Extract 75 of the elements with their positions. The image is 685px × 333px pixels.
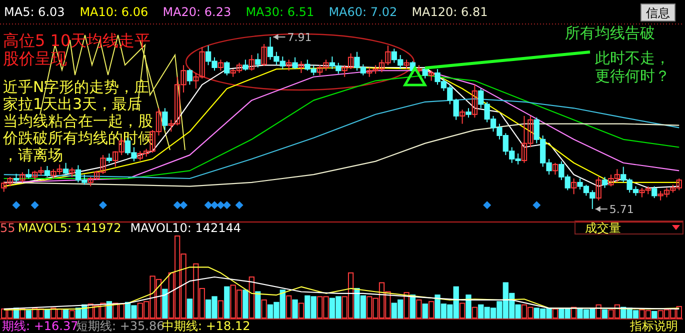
candlestick [298, 60, 304, 74]
text: MAVOL10: 142144 [130, 221, 242, 235]
bar [422, 304, 428, 318]
bar [404, 292, 410, 318]
candlestick [552, 162, 558, 176]
bar [186, 298, 193, 318]
candlestick [255, 52, 261, 68]
text: MA30: 6.51 [246, 5, 314, 19]
candlestick [466, 108, 472, 118]
candlestick [224, 60, 230, 76]
candlestick [404, 59, 410, 70]
candlestick [652, 186, 658, 199]
candlestick [428, 70, 434, 82]
bar [162, 288, 168, 318]
annotation: 此时不走，更待何时？ [595, 49, 670, 85]
text: MA10: 6.06 [80, 5, 148, 19]
chart-title: 成交量 [585, 221, 621, 235]
candlestick [44, 166, 50, 178]
bar [20, 308, 26, 318]
candlestick [459, 109, 466, 124]
candlestick [286, 59, 292, 72]
candlestick [26, 168, 32, 180]
candlestick [186, 68, 193, 86]
candlestick [422, 66, 428, 79]
bar [410, 294, 416, 318]
text: 指标说明 [629, 319, 678, 333]
bar [286, 295, 292, 318]
candlestick [162, 108, 168, 131]
bar [248, 276, 254, 318]
bar [298, 302, 304, 318]
bar [242, 290, 248, 318]
text: 信息 [646, 6, 670, 20]
bar [44, 309, 50, 318]
bar [472, 306, 478, 318]
bar [69, 310, 75, 318]
bar [459, 302, 466, 318]
candlestick [106, 152, 112, 164]
bar [602, 309, 608, 318]
candlestick [472, 84, 478, 118]
bar [428, 301, 434, 318]
candlestick [63, 162, 69, 176]
bar [224, 286, 230, 318]
text: MA120: 6.81 [412, 5, 488, 19]
candlestick [602, 176, 608, 188]
bar [63, 309, 69, 318]
text: 55 [0, 221, 16, 235]
bar [596, 304, 602, 318]
annotation: 5.71 [609, 203, 634, 216]
candlestick [218, 59, 224, 72]
candlestick [69, 167, 75, 178]
bar [466, 294, 472, 318]
text: MAVOL5: 141972 [18, 221, 122, 235]
text: MA5: 6.03 [4, 5, 65, 19]
text: MA60: 7.02 [328, 5, 398, 19]
candlestick [242, 59, 248, 72]
candlestick [248, 54, 254, 72]
bar [255, 291, 261, 318]
bar [552, 308, 558, 318]
text: 中期线: +18.12 [162, 319, 250, 333]
bar [218, 300, 224, 318]
bar [292, 299, 298, 318]
bar [416, 299, 422, 318]
bar [261, 299, 267, 318]
candlestick [570, 178, 577, 195]
bar [26, 310, 32, 318]
text: 短期线: +35.86 [76, 319, 164, 333]
annotation: 7.91 [287, 31, 312, 44]
candlestick [261, 44, 267, 66]
text: MA20: 6.23 [162, 5, 232, 19]
candlestick [20, 172, 26, 183]
candlestick [596, 176, 602, 201]
candlestick [292, 56, 298, 70]
annotation: 所有均线告破 [565, 24, 655, 42]
bar [570, 306, 577, 318]
bar [652, 310, 658, 318]
